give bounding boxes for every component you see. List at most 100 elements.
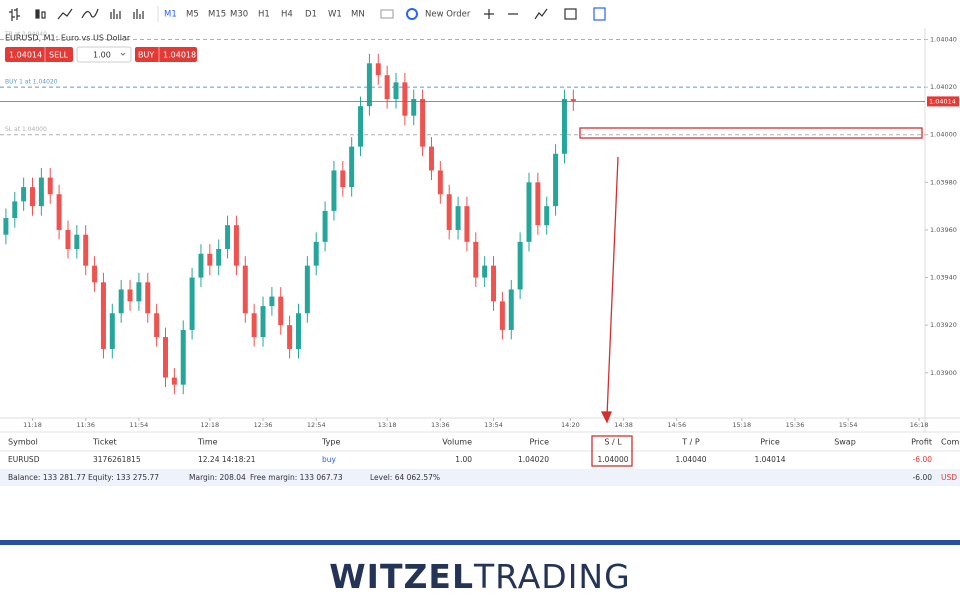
cell: 12.24 14:18:21 — [198, 455, 256, 464]
candle-body — [553, 153, 559, 207]
timeframe[interactable]: H4 — [281, 10, 293, 20]
y-tick-label: 1.03940 — [930, 274, 957, 282]
candle-body — [420, 99, 426, 147]
candle-body — [251, 313, 257, 338]
candle-body — [526, 182, 532, 242]
candle-body — [304, 265, 310, 314]
cell: -6.00 — [913, 455, 933, 464]
zoom-icons[interactable] — [484, 9, 518, 19]
candle-body — [180, 329, 186, 385]
column-header: Price — [529, 438, 549, 447]
timeframe[interactable]: M15 — [208, 10, 226, 20]
x-tick-label: 12:18 — [200, 421, 219, 429]
timeframes: M1 M5 M15 M30 H1 H4 D1 W1 MN — [164, 10, 365, 20]
calendar-icon[interactable] — [564, 8, 577, 20]
candle-body — [491, 265, 497, 302]
brand-bold: WITZEL — [329, 557, 474, 596]
timeframe[interactable]: M5 — [186, 10, 199, 20]
candle-body — [207, 253, 213, 266]
candle-body — [109, 313, 115, 349]
buy-button[interactable] — [135, 47, 197, 62]
order-icon[interactable] — [406, 8, 418, 20]
timeframe[interactable]: W1 — [328, 10, 342, 20]
cell: 1.00 — [455, 455, 472, 464]
candle-body — [544, 206, 550, 226]
account-item: Balance: 133 281.77 — [8, 473, 86, 482]
candle-body — [216, 248, 222, 266]
y-tick-label: 1.03980 — [930, 178, 957, 186]
x-tick-label: 13:18 — [378, 421, 397, 429]
candle-body — [242, 265, 248, 314]
level-label: TP at 1.04040 — [4, 31, 47, 38]
x-tick-label: 16:18 — [910, 421, 929, 429]
timeframe[interactable]: M30 — [230, 10, 248, 20]
candle-body — [402, 82, 408, 116]
column-header: Price — [760, 438, 780, 447]
candle-body — [12, 201, 18, 219]
indicator-icon[interactable] — [534, 8, 548, 20]
account-item: Level: 64 062.57% — [370, 473, 440, 482]
timeframe[interactable]: M1 — [164, 10, 177, 20]
candle-body — [287, 325, 293, 349]
candle-body — [517, 241, 523, 290]
candle-body — [171, 377, 177, 385]
current-price-badge — [927, 96, 959, 107]
line-icon[interactable] — [57, 8, 73, 20]
cell: buy — [322, 455, 337, 464]
volume-dropdown[interactable] — [120, 52, 126, 56]
x-tick-label: 12:54 — [307, 421, 326, 429]
annotation-box — [579, 127, 923, 139]
account-item: Free margin: 133 067.73 — [250, 473, 343, 482]
candle-body — [278, 296, 284, 326]
candle-body — [225, 225, 231, 249]
tab-icon[interactable] — [593, 7, 606, 21]
candle-body — [127, 289, 133, 302]
x-tick-label: 12:36 — [254, 421, 273, 429]
brand-light: TRADING — [473, 557, 631, 596]
y-tick-label: 1.04000 — [930, 131, 957, 139]
volume-icon[interactable] — [133, 9, 144, 19]
bar-icon[interactable] — [9, 8, 20, 21]
new-order[interactable]: New Order — [425, 10, 471, 20]
volume-input[interactable] — [76, 46, 132, 63]
candle-body — [295, 313, 301, 349]
candle-body — [269, 296, 275, 307]
timeframe[interactable]: D1 — [305, 10, 317, 20]
candle-body — [189, 277, 195, 330]
candle-body — [349, 146, 355, 188]
account-currency: USD — [941, 473, 957, 482]
candle-body — [198, 253, 204, 278]
candle-icon[interactable] — [35, 9, 40, 19]
candle-body — [570, 99, 576, 102]
footer-bar — [0, 540, 960, 545]
timeframe[interactable]: H1 — [258, 10, 270, 20]
candle-body — [313, 241, 319, 266]
candle-body — [56, 194, 62, 230]
buy-price: 1.04018 — [163, 51, 196, 60]
volume-icon[interactable] — [110, 9, 121, 19]
sell-button[interactable] — [5, 47, 73, 62]
account-profit: -6.00 — [913, 473, 933, 482]
positions-table: Symbol Ticket Time Type Volume Price S / L T / … — [0, 431, 960, 486]
candle-body — [331, 170, 337, 211]
timeframe[interactable]: MN — [351, 10, 365, 20]
x-tick-label: 15:36 — [786, 421, 805, 429]
candle-body — [233, 225, 239, 266]
chart-title: EURUSD, M1: Euro vs US Dollar — [5, 34, 131, 43]
annotation-arrow — [606, 156, 619, 417]
candle-body — [446, 194, 452, 230]
candle-body — [162, 337, 168, 378]
area-icon[interactable] — [81, 8, 99, 19]
annotation — [579, 127, 923, 467]
x-tick-label: 14:56 — [667, 421, 686, 429]
column-header: Type — [321, 438, 340, 447]
column-header: Ticket — [92, 438, 117, 447]
column-header: Volume — [442, 438, 472, 447]
cell: 1.04000 — [597, 455, 628, 464]
candle-body — [535, 182, 541, 226]
oneclick-icon[interactable] — [380, 9, 394, 19]
candle-body — [358, 106, 364, 147]
candle-icon — [41, 11, 46, 19]
candle-body — [384, 75, 390, 100]
